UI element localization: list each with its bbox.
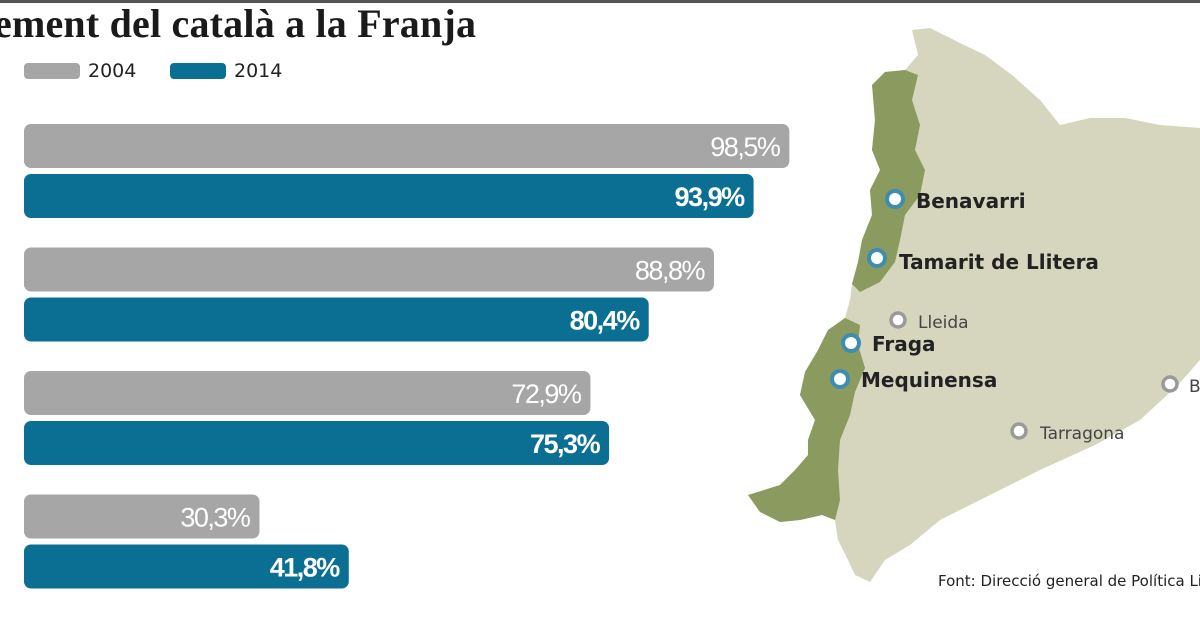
franja-region-south bbox=[748, 318, 865, 522]
city-tamarit: Tamarit de Llitera bbox=[867, 248, 1099, 274]
bar-2014-1 bbox=[24, 297, 649, 342]
bar-2004-0 bbox=[24, 124, 790, 168]
city-fraga: Fraga bbox=[841, 332, 936, 356]
city-marker-icon bbox=[1161, 375, 1179, 393]
chart-title: ement del català a la Franja bbox=[0, 1, 477, 46]
bar-2014-2 bbox=[24, 421, 610, 465]
bar-2014-3 bbox=[24, 544, 349, 589]
city-lleida: Lleida bbox=[889, 311, 969, 333]
legend-label-2004: 2004 bbox=[88, 60, 137, 82]
city-label-barcelona: B bbox=[1189, 377, 1200, 397]
bar-label-2004-2: 72,9% bbox=[511, 379, 582, 409]
bar-2004-3 bbox=[24, 494, 260, 539]
bar-2014-0 bbox=[24, 174, 754, 218]
city-label-benavarri: Benavarri bbox=[916, 189, 1026, 213]
legend-swatch-2004 bbox=[24, 63, 80, 79]
bar-label-2014-2: 75,3% bbox=[530, 429, 601, 459]
bar-label-2004-3: 30,3% bbox=[180, 503, 251, 533]
city-tarragona: Tarragona bbox=[1010, 422, 1124, 444]
bar-label-2004-1: 88,8% bbox=[635, 256, 706, 286]
source-note: Font: Direcció general de Política Li bbox=[938, 572, 1200, 590]
legend-swatch-2014 bbox=[170, 63, 226, 79]
city-barcelona: B bbox=[1161, 375, 1200, 397]
city-label-tamarit: Tamarit de Llitera bbox=[899, 250, 1099, 274]
franja-region bbox=[852, 70, 925, 292]
top-rule bbox=[0, 0, 1200, 3]
bar-2004-1 bbox=[24, 247, 714, 292]
city-marker-icon bbox=[1010, 422, 1028, 440]
city-label-fraga: Fraga bbox=[872, 332, 936, 356]
bar-label-2014-3: 41,8% bbox=[270, 553, 341, 583]
legend-label-2014: 2014 bbox=[234, 60, 283, 82]
city-marker-icon bbox=[885, 189, 905, 209]
city-marker-icon bbox=[889, 311, 907, 329]
city-label-mequinensa: Mequinensa bbox=[861, 368, 997, 392]
bar-label-2014-0: 93,9% bbox=[675, 182, 746, 212]
city-marker-icon bbox=[841, 333, 861, 353]
city-marker-icon bbox=[830, 369, 850, 389]
city-benavarri: Benavarri bbox=[885, 189, 1026, 213]
city-marker-icon bbox=[867, 248, 887, 268]
bar-2004-2 bbox=[24, 371, 591, 415]
city-label-tarragona: Tarragona bbox=[1039, 424, 1124, 444]
catalonia-land bbox=[748, 28, 1200, 582]
city-mequinensa: Mequinensa bbox=[830, 368, 997, 392]
city-label-lleida: Lleida bbox=[918, 313, 969, 333]
bar-label-2004-0: 98,5% bbox=[710, 132, 781, 162]
bar-label-2014-1: 80,4% bbox=[570, 306, 641, 336]
